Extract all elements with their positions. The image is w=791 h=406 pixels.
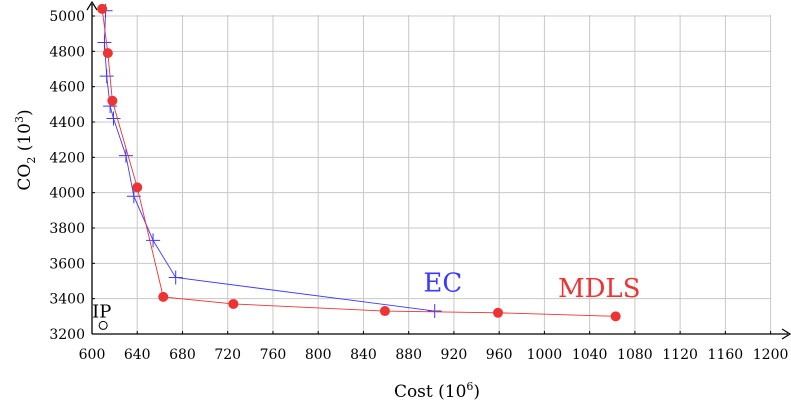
series-mdls: MDLS (97, 3, 641, 322)
x-tick-label: 960 (486, 347, 513, 363)
y-tick-label: 4200 (49, 150, 85, 166)
data-point-mdls (102, 48, 113, 59)
data-point-mdls (158, 291, 169, 302)
x-tick-label: 600 (79, 347, 106, 363)
y-tick-label: 4000 (49, 186, 85, 202)
y-tick-label: 3400 (49, 292, 85, 308)
data-point-mdls (610, 311, 621, 322)
annotations: IP (92, 301, 111, 330)
x-tick-label: 680 (169, 347, 196, 363)
series-label-mdls: MDLS (558, 274, 641, 304)
data-point-mdls (97, 3, 108, 14)
data-point-mdls (107, 95, 118, 106)
y-tick-label: 4400 (49, 115, 85, 131)
x-tick-label: 1120 (662, 347, 698, 363)
data-point-ec (99, 69, 114, 84)
x-tick-label: 1160 (708, 347, 744, 363)
x-tick-label: 640 (124, 347, 151, 363)
series-layer: EC MDLS (97, 3, 641, 322)
x-tick-label: 800 (305, 347, 332, 363)
x-tick-label: 920 (441, 347, 468, 363)
data-point-ec (168, 270, 183, 285)
x-tick-label: 1040 (572, 347, 608, 363)
data-point-ec (118, 148, 133, 163)
x-tick-label: 1200 (753, 347, 789, 363)
annotation-marker (98, 320, 108, 330)
y-axis-title: CO2 (103) (13, 109, 38, 190)
data-point-mdls (379, 306, 390, 317)
x-axis-arrow (781, 328, 791, 340)
y-tick-label: 5000 (49, 9, 85, 25)
x-axis-title: Cost (106) (394, 380, 480, 402)
axes (86, 0, 791, 340)
annotation-label: IP (92, 301, 111, 322)
y-tick-label: 4800 (49, 44, 85, 60)
series-line-mdls (101, 8, 616, 317)
x-tick-label: 720 (214, 347, 241, 363)
data-point-mdls (228, 298, 239, 309)
x-tick-label: 1080 (617, 347, 653, 363)
y-tick-label: 3800 (49, 221, 85, 237)
data-point-ec (427, 304, 442, 319)
tick-labels: 600 640 680 720 760 800 840 880 920 960 1000 1040 10… (49, 9, 788, 363)
series-label-ec: EC (423, 269, 462, 299)
x-tick-label: 840 (350, 347, 377, 363)
grid (92, 15, 772, 334)
series-line-ec (103, 10, 435, 312)
y-tick-label: 3600 (49, 256, 85, 272)
data-point-mdls (132, 182, 143, 193)
data-point-ec (126, 189, 141, 204)
data-point-ec (97, 35, 112, 50)
x-tick-label: 1000 (527, 347, 563, 363)
data-point-ec (106, 111, 121, 126)
y-tick-label: 3200 (49, 327, 85, 343)
x-tick-label: 880 (395, 347, 422, 363)
data-point-mdls (493, 307, 504, 318)
y-axis-arrow (86, 0, 98, 11)
data-point-ec (146, 233, 161, 248)
series-ec: EC (97, 3, 462, 319)
y-tick-label: 4600 (49, 80, 85, 96)
x-tick-label: 760 (260, 347, 287, 363)
